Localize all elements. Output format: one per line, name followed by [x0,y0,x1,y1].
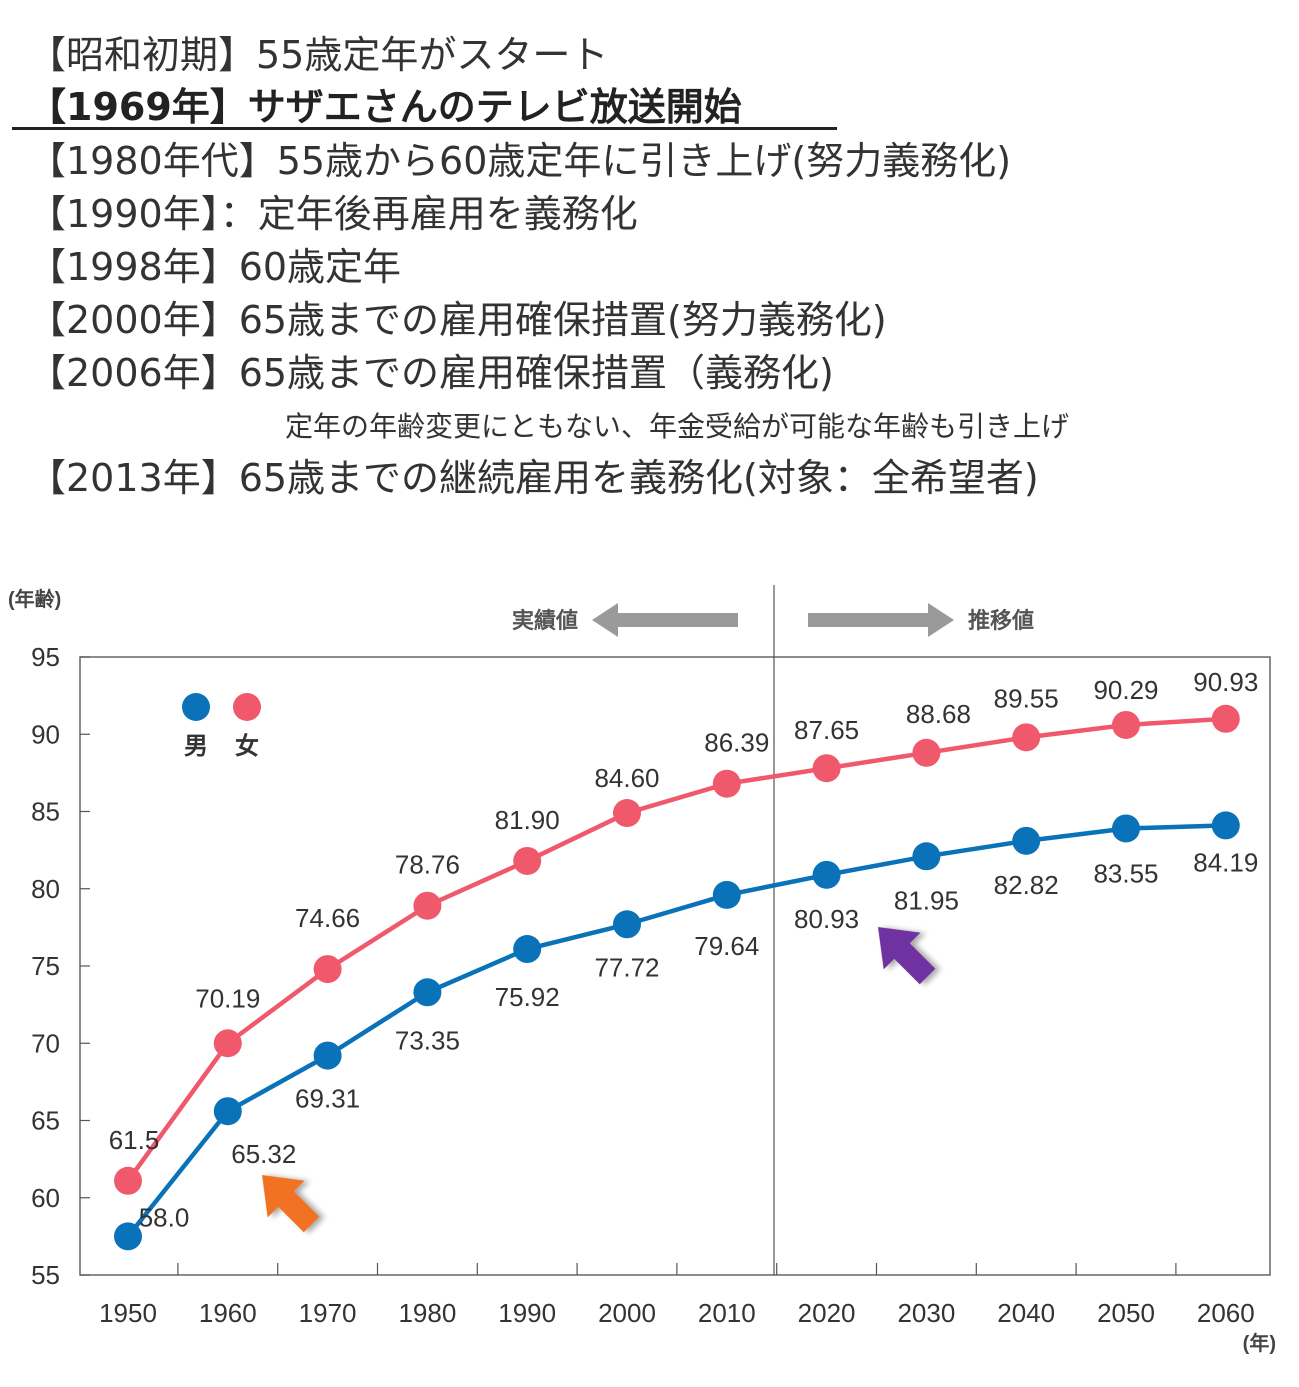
data-point-male [413,978,442,1007]
data-label-male: 79.64 [694,931,759,961]
data-point-male [1012,826,1041,855]
data-label-female: 89.55 [994,683,1059,713]
data-label-female: 90.29 [1093,675,1158,705]
data-point-male [213,1097,242,1126]
data-point-female [1112,710,1140,739]
data-label-male: 58.0 [139,1202,190,1232]
y-tick-label: 75 [31,951,60,981]
legend-label-male: 男 [184,733,208,760]
data-point-male [912,842,941,871]
x-tick-label: 1950 [99,1298,157,1328]
highlight-underline [12,127,837,130]
y-tick-label: 70 [31,1028,60,1058]
data-point-female [313,955,342,984]
y-tick-label: 90 [31,719,60,749]
data-label-male: 84.19 [1193,847,1258,877]
orange-arrow-icon [262,1175,320,1233]
data-point-female [513,846,542,875]
x-tick-label: 1990 [498,1298,556,1328]
data-label-female: 84.60 [594,763,659,793]
x-tick-label: 2040 [997,1298,1055,1328]
x-axis-label: (年) [1243,1331,1276,1355]
data-label-male: 69.31 [295,1084,360,1114]
left-arrow-icon [592,603,738,637]
data-point-male [114,1222,142,1251]
x-tick-label: 2060 [1197,1298,1255,1328]
timeline-item: 【昭和初期】55歳定年がスタート [28,33,609,77]
x-tick-label: 2050 [1097,1298,1155,1328]
arrow-shape [262,1175,320,1233]
x-tick-label: 1980 [398,1298,456,1328]
series-line-male [126,823,1226,1238]
data-label-male: 73.35 [395,1025,460,1055]
legend-label-female: 女 [235,732,259,760]
data-label-female: 86.39 [704,728,769,758]
actual-label: 実績値 [512,608,578,633]
data-label-female: 74.66 [295,903,360,933]
data-point-male [1211,811,1240,840]
data-label-female: 78.76 [395,850,460,880]
data-point-male [513,935,542,964]
data-point-female [213,1029,242,1058]
data-label-female: 81.90 [495,805,560,835]
data-point-male [613,910,641,939]
data-point-male [712,880,741,909]
legend-marker-female [233,693,261,721]
x-tick-label: 2000 [598,1298,656,1328]
y-tick-label: 85 [31,797,60,827]
timeline-item: 【2006年】65歳までの雇用確保措置（義務化) [28,351,834,395]
data-point-female [812,754,841,783]
timeline-item: 【1980年代】55歳から60歳定年に引き上げ(努力義務化) [28,139,1012,183]
timeline-item-highlight: 【1969年】サザエさんのテレビ放送開始 [28,85,742,129]
data-point-female [413,891,442,920]
data-point-female [114,1166,142,1195]
timeline-item: 【2000年】65歳までの雇用確保措置(努力義務化) [28,298,887,342]
data-point-male [313,1041,342,1070]
data-point-female [613,799,641,828]
data-label-male: 77.72 [594,952,659,982]
y-axis-label: (年齢) [8,587,61,611]
data-label-male: 65.32 [231,1139,296,1169]
x-tick-label: 2030 [897,1298,955,1328]
x-tick-label: 1960 [199,1298,257,1328]
data-point-male [812,860,841,889]
data-label-female: 87.65 [794,715,859,745]
x-tick-label: 1970 [299,1298,357,1328]
data-label-male: 75.92 [495,982,560,1012]
data-label-male: 82.82 [994,870,1059,900]
data-point-female [1211,704,1240,733]
data-point-male [1112,814,1140,843]
data-label-female: 90.93 [1193,667,1258,697]
data-label-male: 81.95 [894,885,959,915]
data-label-female: 70.19 [195,983,260,1013]
x-tick-label: 2010 [698,1298,756,1328]
arrow-shape [878,927,936,985]
timeline-item: 【2013年】65歳までの継続雇用を義務化(対象：全希望者) [28,456,1039,500]
timeline-item: 【1998年】60歳定年 [28,245,402,289]
y-tick-label: 65 [31,1106,60,1136]
data-point-female [712,769,741,798]
y-tick-label: 60 [31,1183,60,1213]
y-tick-label: 95 [31,642,60,672]
right-arrow-icon [808,603,954,637]
timeline-note: 定年の年齢変更にともない、年金受給が可能な年齢も引き上げ [285,410,1070,443]
data-point-female [1012,723,1041,752]
timeline-item: 【1990年】：定年後再雇用を義務化 [28,192,638,236]
legend-marker-male [182,693,210,721]
life-expectancy-chart: 55 60 65 70 75 80 85 90 95 1950 1960 1970 1980 1990 2… [8,585,1276,1355]
purple-arrow-icon [878,927,936,985]
data-label-female: 61.5 [109,1125,160,1155]
x-tick-label: 2020 [798,1298,856,1328]
data-label-male: 80.93 [794,904,859,934]
projection-label: 推移値 [968,608,1034,633]
data-label-female: 88.68 [906,699,971,729]
data-label-male: 83.55 [1093,858,1158,888]
data-point-female [912,738,941,767]
y-tick-label: 80 [31,874,60,904]
series-line-female [126,716,1226,1183]
y-tick-label: 55 [31,1260,60,1290]
